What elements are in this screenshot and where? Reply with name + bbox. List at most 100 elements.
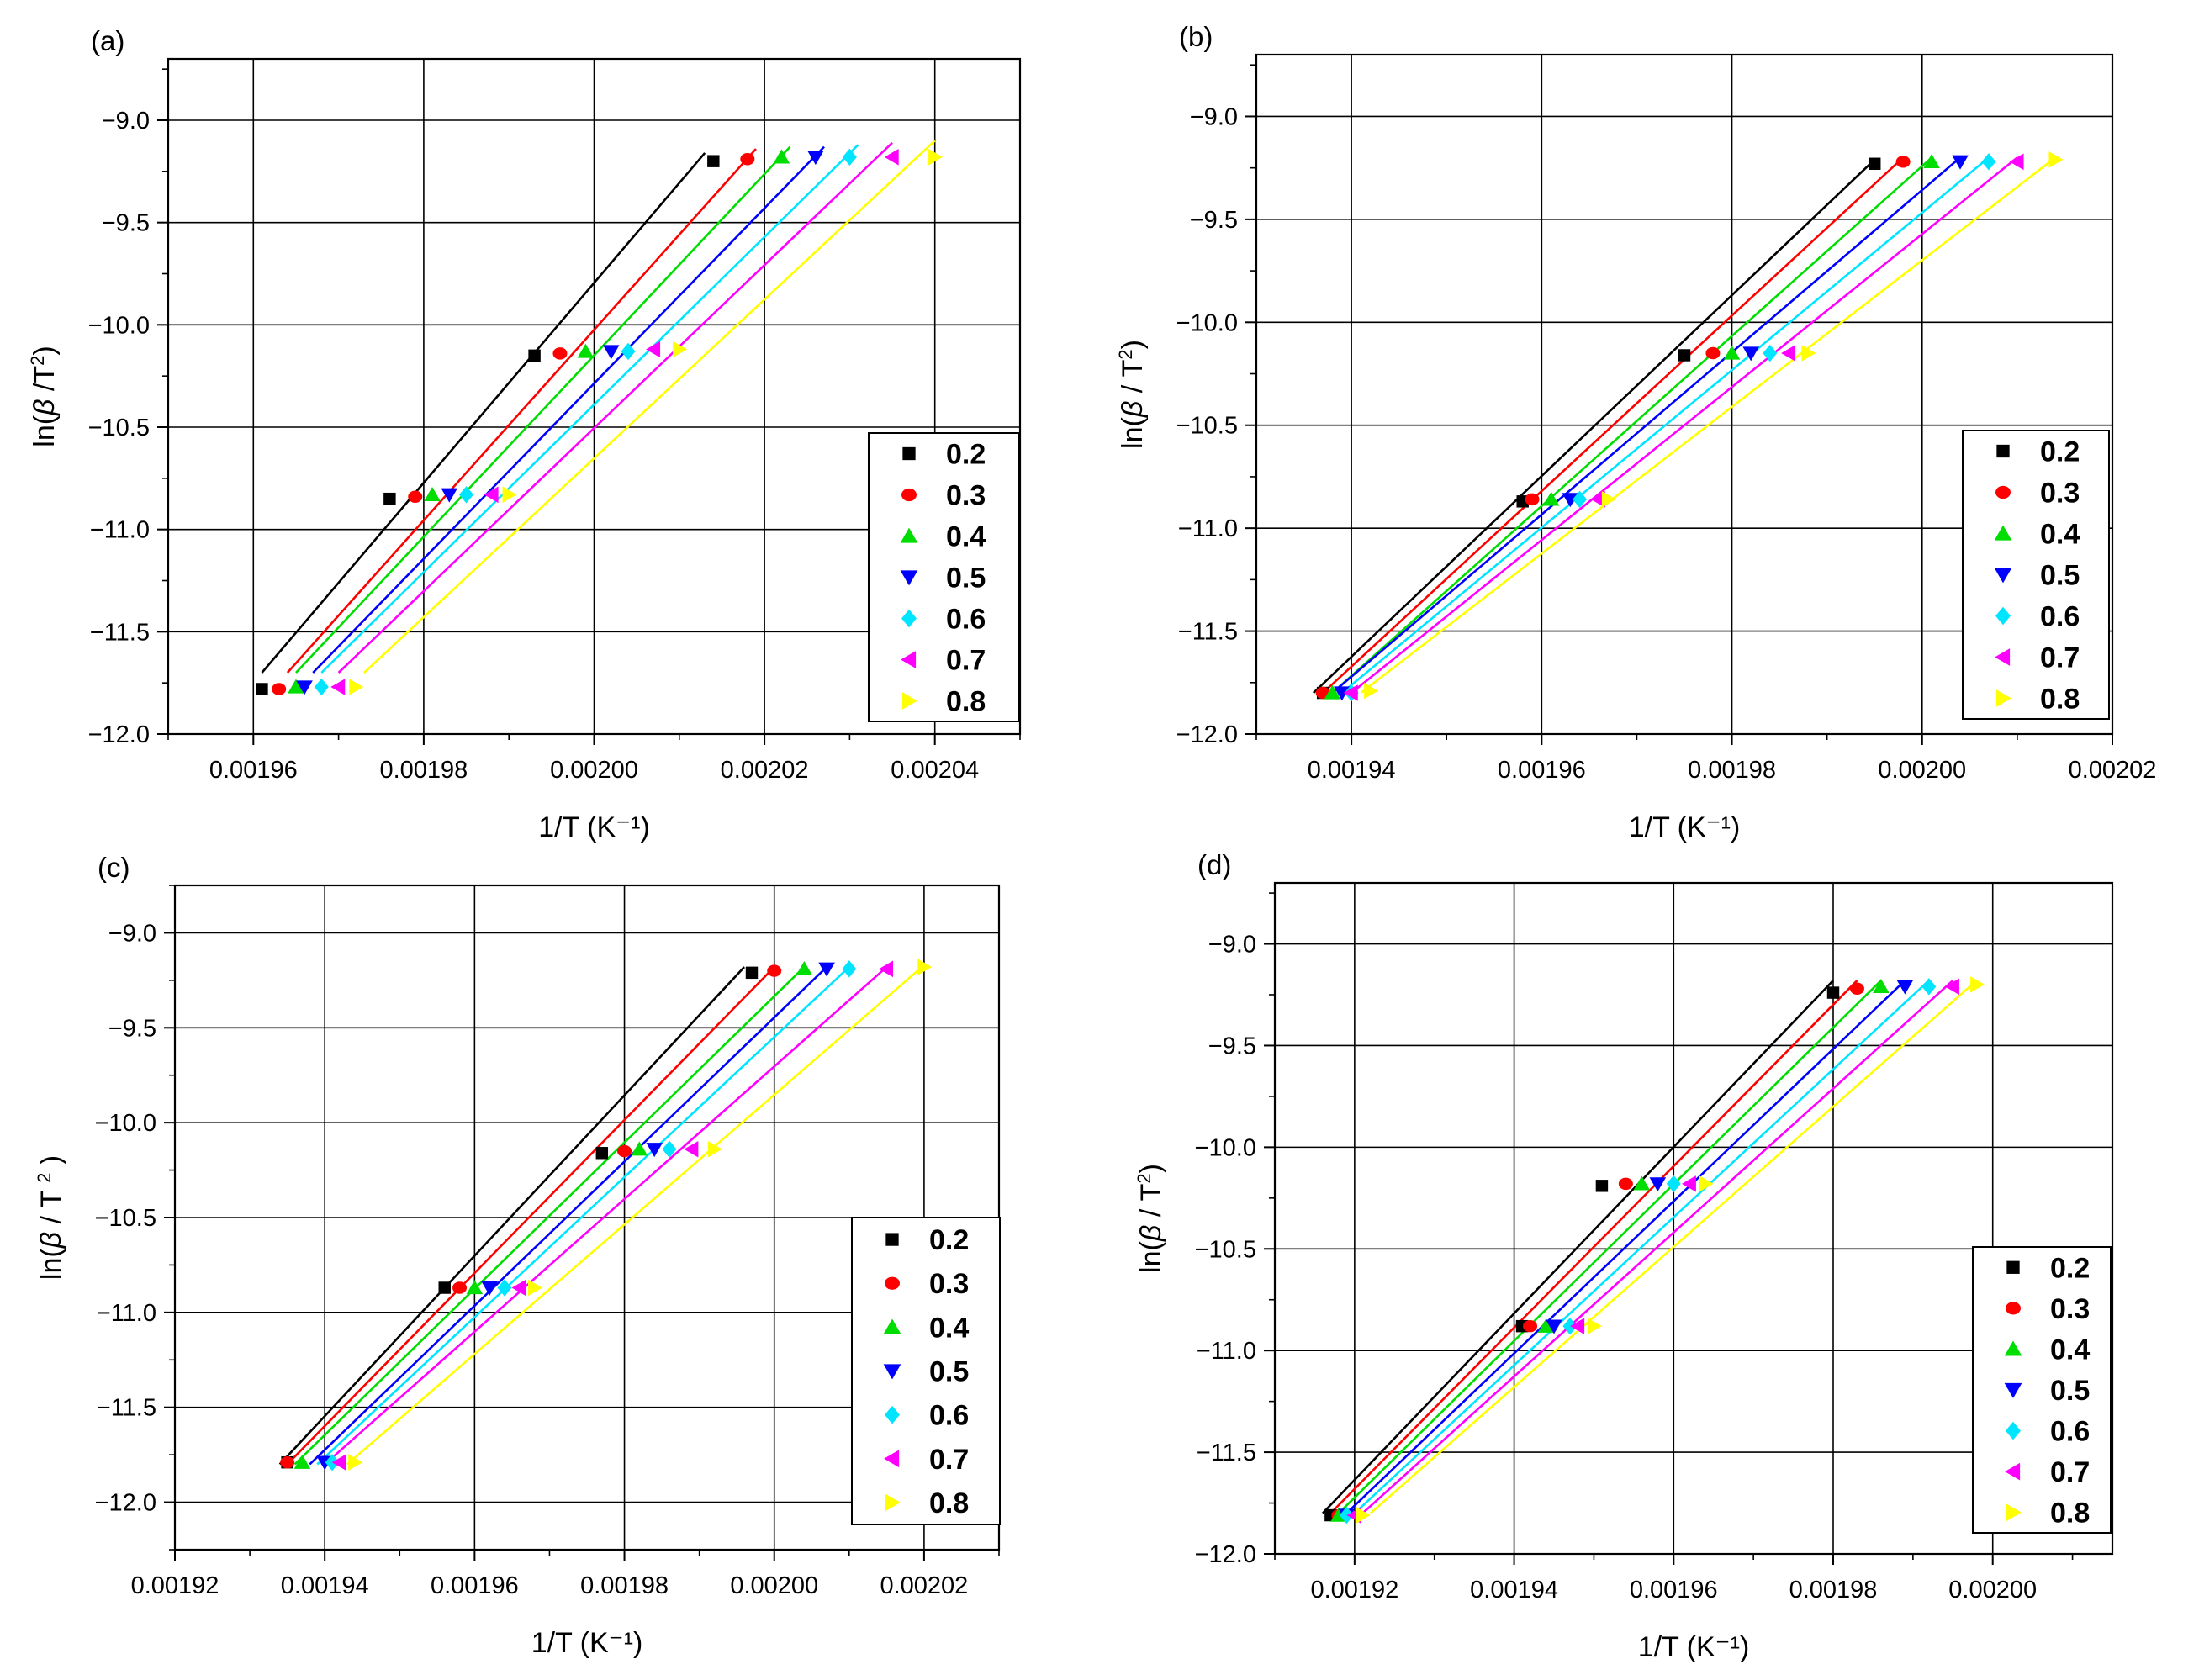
data-point-0-3 [767,964,782,977]
data-point-0-6 [1981,153,1996,171]
data-point-0-2 [438,1281,451,1294]
legend-marker-0-5 [900,570,918,586]
legend-marker-0-6 [2006,1421,2021,1440]
fit-line-0-2 [1321,980,1834,1514]
panel-label: (b) [1179,21,1213,52]
legend-label-0-2: 0.2 [929,1224,969,1256]
data-point-0-3 [1895,156,1911,168]
y-tick-label: −12.0 [88,721,150,748]
data-point-0-2 [595,1147,609,1160]
legend-label-0-4: 0.4 [2050,1334,2090,1366]
data-point-0-7 [511,1279,526,1297]
data-point-0-7 [1781,345,1796,362]
data-point-0-3 [1705,346,1721,360]
legend-label-0-7: 0.7 [2040,642,2080,674]
data-point-0-3 [452,1281,468,1294]
data-point-0-8 [348,1454,363,1471]
legend-label-0-6: 0.6 [929,1400,969,1432]
x-tick-label: 0.00196 [1630,1577,1718,1603]
legend-label-0-3: 0.3 [929,1268,969,1300]
x-axis-title: 1/T (K⁻¹) [1638,1631,1750,1663]
fit-line-0-3 [286,148,757,674]
data-point-0-8 [1970,976,1985,993]
data-point-0-8 [1587,1318,1602,1334]
data-point-0-8 [917,959,933,975]
data-point-0-5 [1742,346,1759,362]
legend-box [1962,430,2110,720]
data-point-0-5 [1896,980,1914,995]
data-point-0-7 [1944,978,1959,996]
x-tick-label: 0.00198 [1688,757,1776,784]
y-tick-label: −11.5 [1197,1440,1256,1466]
x-tick-label: 0.00196 [431,1572,519,1599]
legend-label-0-3: 0.3 [946,480,986,512]
data-point-0-5 [1334,686,1351,701]
x-tick-label: 0.00196 [1498,757,1586,784]
fit-line-0-7 [324,966,888,1466]
data-point-0-2 [1678,349,1691,362]
legend-label-0-8: 0.8 [946,686,986,718]
x-tick-label: 0.00200 [1948,1577,2037,1603]
x-tick-label: 0.00194 [281,1572,369,1599]
data-point-0-2 [383,492,396,505]
legend-label-0-8: 0.8 [2050,1498,2090,1529]
data-point-0-2 [1826,986,1840,999]
data-point-0-3 [408,490,423,503]
data-point-0-2 [1595,1180,1609,1192]
x-tick-label: 0.00202 [721,757,809,784]
legend-label-0-7: 0.7 [946,645,986,677]
fit-line-0-8 [346,964,925,1466]
legend-label-0-5: 0.5 [946,563,986,594]
legend: 0.2 0.3 0.4 0.5 0.6 0.7 0.8 [1962,430,2110,720]
y-tick-label: −12.0 [1195,1541,1256,1568]
legend-marker-0-2 [1996,444,2010,458]
legend-marker-0-7 [2005,1462,2021,1481]
data-point-0-3 [740,153,755,166]
y-tick-label: −10.5 [1195,1236,1256,1263]
data-point-0-6 [497,1279,512,1297]
data-point-0-4 [1923,153,1940,168]
data-point-0-5 [1562,493,1579,508]
x-tick-label: 0.00200 [550,757,638,784]
y-tick-label: −11.5 [90,619,150,646]
fit-line-0-4 [295,145,791,674]
fit-line-0-4 [1337,980,1882,1514]
legend-label-0-3: 0.3 [2050,1293,2090,1325]
x-tick-label: 0.00194 [1470,1577,1558,1603]
legend: 0.2 0.3 0.4 0.5 0.6 0.7 0.8 [851,1217,1001,1525]
legend-marker-0-5 [1994,568,2012,584]
data-point-0-4 [1324,684,1341,700]
data-point-0-8 [928,149,944,166]
legend-box [868,432,1019,722]
x-tick-label: 0.00196 [209,757,298,784]
data-point-0-6 [1573,490,1588,509]
fit-line-0-5 [309,966,827,1466]
legend-marker-0-6 [1995,606,2011,626]
legend-box [1972,1246,2112,1534]
data-point-0-2 [256,683,268,695]
y-tick-label: −12.0 [1176,721,1238,748]
x-tick-label: 0.00198 [580,1572,669,1599]
legend-marker-0-4 [2004,1340,2022,1356]
data-point-0-5 [818,962,835,977]
plot-frame [167,57,1022,736]
plot-frame [1273,881,2114,1556]
data-point-0-7 [1570,1318,1585,1334]
legend-label-0-6: 0.6 [2050,1416,2090,1448]
y-axis-title: ln(β / T 2 ) [34,1155,68,1280]
y-tick-label: −11.0 [90,517,150,544]
plot-frame [1255,53,2114,736]
data-point-0-7 [484,486,499,504]
fit-line-0-7 [1351,156,2018,695]
fit-line-0-6 [1353,980,1930,1514]
data-point-0-5 [807,151,824,166]
y-tick-label: −11.5 [1178,619,1238,646]
data-point-0-7 [884,149,899,166]
panel-label: (d) [1197,849,1231,880]
data-point-0-5 [296,680,313,695]
panel-b: 0.00194 0.00196 0.00198 0.00200 0.00202 −9.0 −… [1115,21,2157,843]
data-point-0-3 [552,347,568,360]
fit-line-0-2 [261,152,706,674]
data-point-0-5 [646,1143,663,1158]
y-tick-label: −10.5 [88,415,150,441]
